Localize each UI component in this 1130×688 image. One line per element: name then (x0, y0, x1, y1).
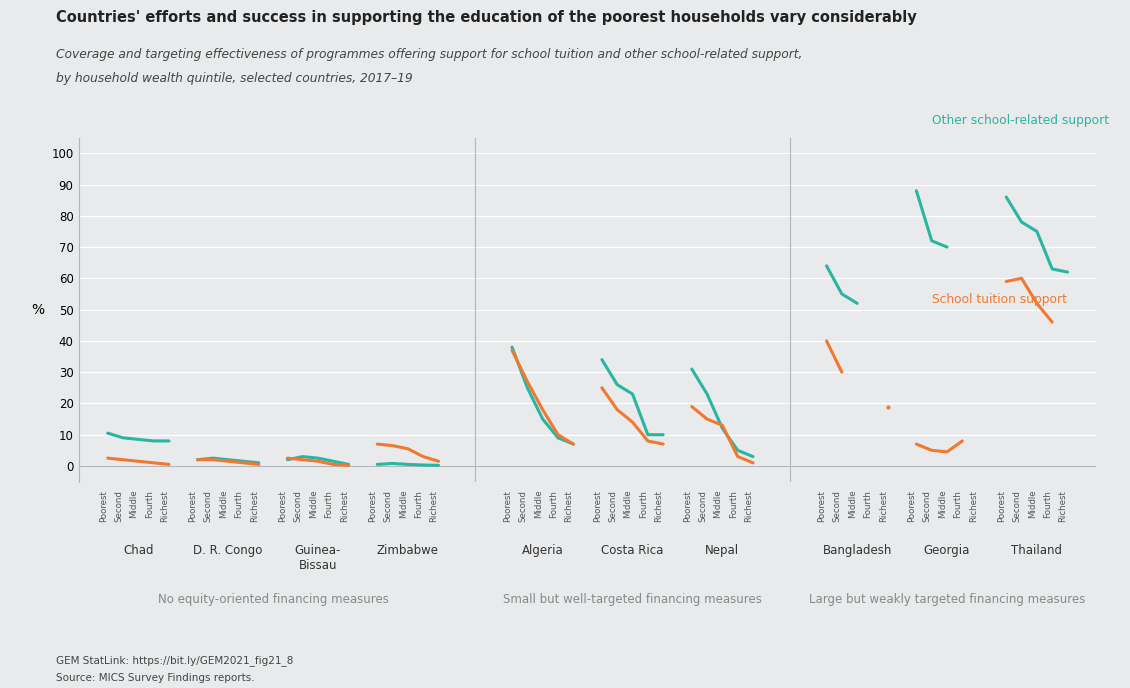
Text: Richest: Richest (1059, 490, 1068, 522)
Text: Poorest: Poorest (907, 490, 916, 522)
Text: Nepal: Nepal (705, 544, 739, 557)
Text: Poorest: Poorest (998, 490, 1006, 522)
Text: Richest: Richest (654, 490, 663, 522)
Text: Small but well-targeted financing measures: Small but well-targeted financing measur… (503, 593, 762, 606)
Text: Countries' efforts and success in supporting the education of the poorest househ: Countries' efforts and success in suppor… (56, 10, 918, 25)
Text: D. R. Congo: D. R. Congo (193, 544, 263, 557)
Text: Poorest: Poorest (98, 490, 107, 522)
Text: Poorest: Poorest (368, 490, 377, 522)
Text: Middle: Middle (938, 490, 947, 519)
Text: Fourth: Fourth (729, 490, 738, 518)
Text: Chad: Chad (123, 544, 154, 557)
Text: Middle: Middle (219, 490, 228, 519)
Text: Second: Second (383, 490, 392, 522)
Text: Coverage and targeting effectiveness of programmes offering support for school t: Coverage and targeting effectiveness of … (56, 48, 803, 61)
Text: by household wealth quintile, selected countries, 2017–19: by household wealth quintile, selected c… (56, 72, 414, 85)
Text: Bangladesh: Bangladesh (823, 544, 892, 557)
Text: Poorest: Poorest (817, 490, 826, 522)
Text: Second: Second (203, 490, 212, 522)
Text: Poorest: Poorest (593, 490, 602, 522)
Text: Other school-related support: Other school-related support (932, 114, 1110, 127)
Text: Richest: Richest (429, 490, 438, 522)
Text: Thailand: Thailand (1011, 544, 1062, 557)
Text: Richest: Richest (250, 490, 259, 522)
Text: Fourth: Fourth (549, 490, 558, 518)
Y-axis label: %: % (31, 303, 44, 316)
Text: Fourth: Fourth (1043, 490, 1052, 518)
Text: Middle: Middle (713, 490, 722, 519)
Text: Middle: Middle (849, 490, 858, 519)
Text: Guinea-
Bissau: Guinea- Bissau (295, 544, 341, 572)
Text: No equity-oriented financing measures: No equity-oriented financing measures (158, 593, 389, 606)
Text: Fourth: Fourth (145, 490, 154, 518)
Text: Poorest: Poorest (503, 490, 512, 522)
Text: Zimbabwe: Zimbabwe (377, 544, 438, 557)
Text: Fourth: Fourth (324, 490, 333, 518)
Text: Fourth: Fourth (954, 490, 963, 518)
Text: Fourth: Fourth (638, 490, 647, 518)
Text: Georgia: Georgia (924, 544, 971, 557)
Text: Richest: Richest (744, 490, 753, 522)
Text: Large but weakly targeted financing measures: Large but weakly targeted financing meas… (809, 593, 1085, 606)
Text: Poorest: Poorest (278, 490, 287, 522)
Text: Second: Second (1012, 490, 1022, 522)
Text: Middle: Middle (399, 490, 408, 519)
Text: Second: Second (608, 490, 617, 522)
Text: Richest: Richest (340, 490, 349, 522)
Text: Second: Second (519, 490, 528, 522)
Text: Poorest: Poorest (189, 490, 198, 522)
Text: Middle: Middle (308, 490, 318, 519)
Text: Second: Second (833, 490, 842, 522)
Text: Source: MICS Survey Findings reports.: Source: MICS Survey Findings reports. (56, 673, 255, 683)
Text: School tuition support: School tuition support (932, 293, 1067, 305)
Text: Algeria: Algeria (522, 544, 564, 557)
Text: Second: Second (294, 490, 303, 522)
Text: Fourth: Fourth (415, 490, 424, 518)
Text: Middle: Middle (1028, 490, 1037, 519)
Text: Middle: Middle (624, 490, 633, 519)
Text: Costa Rica: Costa Rica (601, 544, 663, 557)
Text: Fourth: Fourth (863, 490, 872, 518)
Text: Second: Second (698, 490, 707, 522)
Text: GEM StatLink: https://bit.ly/GEM2021_fig21_8: GEM StatLink: https://bit.ly/GEM2021_fig… (56, 655, 294, 666)
Text: Richest: Richest (564, 490, 573, 522)
Text: Fourth: Fourth (235, 490, 243, 518)
Text: Richest: Richest (968, 490, 977, 522)
Text: Second: Second (923, 490, 932, 522)
Text: Second: Second (114, 490, 123, 522)
Text: Middle: Middle (129, 490, 138, 519)
Text: Richest: Richest (160, 490, 170, 522)
Text: Poorest: Poorest (683, 490, 692, 522)
Text: Middle: Middle (533, 490, 542, 519)
Text: Richest: Richest (879, 490, 888, 522)
